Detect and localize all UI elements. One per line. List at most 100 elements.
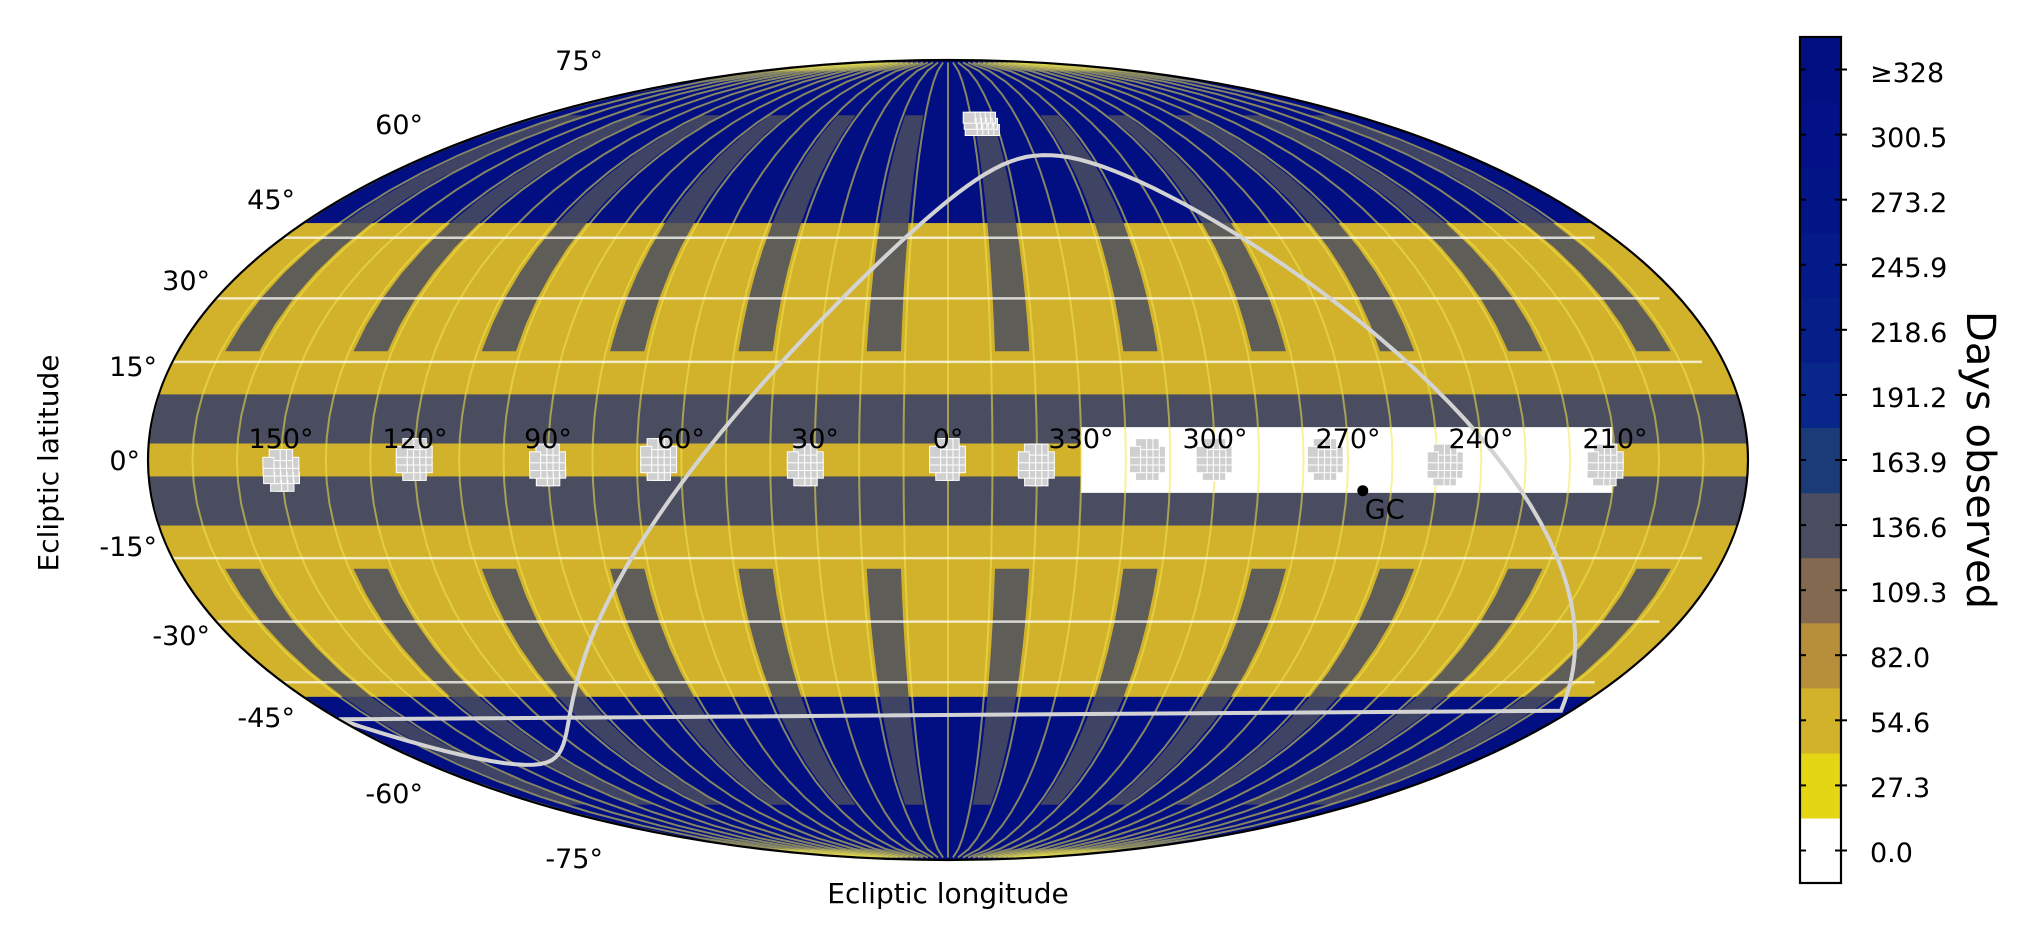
overlap-wedge [1108, 115, 1286, 352]
colorbar-tick-label: 191.2 [1870, 383, 1947, 414]
field-tile [1426, 451, 1439, 464]
x-axis-title: Ecliptic longitude [827, 877, 1068, 910]
meridian-line [724, 61, 924, 859]
colorbar-segment [1800, 362, 1841, 429]
colorbar-tick-label: 300.5 [1870, 123, 1947, 154]
colorbar-segment [1800, 557, 1841, 624]
meridian-line [458, 61, 894, 859]
meridian-line [1017, 61, 1572, 859]
field-tile [935, 438, 948, 451]
meridian-line [591, 61, 909, 859]
colorbar-segment [1800, 817, 1841, 884]
meridian-line [858, 61, 939, 859]
overlap-wedge [481, 568, 721, 805]
lon-tick-label: 30° [791, 424, 839, 455]
lat-tick-label: -30° [152, 621, 210, 652]
field-tile [793, 443, 806, 456]
overlap-wedge [225, 115, 586, 352]
lat-tick-label: 0° [109, 446, 140, 477]
overlap-wedge [738, 115, 856, 352]
overlap-wedge [225, 568, 586, 805]
field-tile [962, 111, 976, 124]
overlap-wedge [1310, 568, 1671, 805]
field-tile [1592, 443, 1605, 456]
lon-tick-label: 240° [1448, 424, 1513, 455]
colorbar-tick-label: 27.3 [1870, 773, 1930, 804]
field-tile [402, 438, 415, 451]
overlap-wedge [1243, 115, 1543, 352]
field-footprints [262, 111, 1624, 492]
gc-label: GC [1365, 495, 1405, 526]
overlap-wedge [1175, 568, 1415, 805]
lon-tick-label: 330° [1048, 424, 1113, 455]
field-tile [929, 445, 942, 458]
overlap-wedge [1040, 568, 1158, 805]
colorbar [1798, 35, 1847, 885]
meridian-line [1012, 61, 1527, 859]
meridian-line [769, 61, 929, 859]
colorbar-tick-label: 136.6 [1870, 513, 1947, 544]
overlap-wedge [866, 568, 924, 805]
meridian-line [952, 61, 994, 859]
meridian-line [997, 61, 1394, 859]
lon-tick-label: 300° [1182, 424, 1247, 455]
meridian-line [324, 61, 879, 859]
lon-tick-label: 270° [1315, 424, 1380, 455]
map-outline [146, 58, 1750, 862]
colorbar-tick-label: 109.3 [1870, 578, 1947, 609]
meridian-line [992, 61, 1350, 859]
lon-tick-label: 90° [524, 424, 572, 455]
meridian-line [680, 61, 919, 859]
field-tile [395, 445, 408, 458]
colorbar-tick-label: 218.6 [1870, 318, 1947, 349]
colorbar-tick-label: 163.9 [1870, 448, 1947, 479]
lat-tick-label: 30° [162, 266, 210, 297]
meridian-line [1007, 61, 1483, 859]
meridian-line [191, 61, 863, 859]
field-tile [1024, 443, 1037, 456]
colorbar-segment [1800, 492, 1841, 559]
meridian-line [369, 61, 884, 859]
field-tile [529, 451, 542, 464]
colorbar-segment [1800, 752, 1841, 819]
lat-tick-label: -15° [99, 532, 157, 563]
field-tile [786, 451, 799, 464]
field-tile [1195, 445, 1208, 458]
overlap-wedge [353, 568, 653, 805]
lon-tick-label: 120° [382, 424, 447, 455]
lat-tick-label: 15° [109, 352, 157, 383]
overlap-wedge [1243, 568, 1543, 805]
meridian-line [902, 61, 944, 859]
lat-tick-label: -60° [365, 779, 423, 810]
overlap-wedge [1310, 115, 1671, 352]
meridian-line [972, 61, 1172, 859]
meridian-line [967, 61, 1127, 859]
colorbar-tick-labels: 0.0 27.3 54.6 82.0 109.3 136.6 163.9 191… [1870, 58, 1947, 869]
lat-tick-label: -45° [237, 703, 295, 734]
meridian-line [982, 61, 1261, 859]
field-tile [1017, 451, 1030, 464]
overlap-wedge [610, 115, 788, 352]
colorbar-title: Days observed [1957, 311, 2003, 609]
field-tile [1586, 451, 1599, 464]
colorbar-tick-label: 245.9 [1870, 253, 1947, 284]
lat-tick-label: 45° [247, 185, 295, 216]
lat-tick-label: -75° [545, 844, 603, 875]
colorbar-segment [1800, 102, 1841, 168]
field-tile [268, 449, 281, 462]
colorbar-tick-label: ≥328 [1870, 58, 1944, 89]
lon-tick-label: 60° [657, 424, 705, 455]
field-tile [1201, 438, 1214, 451]
field-tile [640, 445, 653, 458]
overlap-wedge [610, 568, 788, 805]
colorbar-segment [1800, 622, 1841, 689]
field-tile [1135, 438, 1148, 451]
field-tile [1129, 445, 1141, 458]
overlap-wedge [972, 568, 1030, 805]
gc-marker [1357, 485, 1369, 497]
overlap-wedge [1040, 115, 1158, 352]
meridian-line [1028, 61, 1661, 859]
colorbar-segment [1800, 427, 1841, 494]
field-tile [1432, 443, 1445, 456]
